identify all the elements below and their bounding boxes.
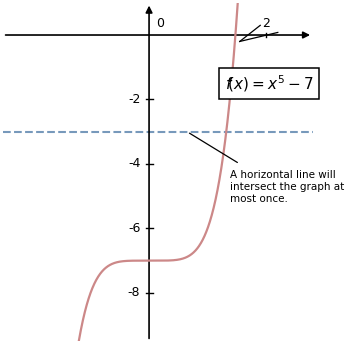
Text: -6: -6 [128,222,140,235]
Text: -4: -4 [128,158,140,170]
Text: 0: 0 [156,17,164,30]
Text: 2: 2 [262,17,270,30]
Text: -2: -2 [128,93,140,106]
Text: -8: -8 [128,286,140,299]
Text: $f\!\left(x\right)=x^{5}-7$: $f\!\left(x\right)=x^{5}-7$ [225,73,313,94]
Text: A horizontal line will
intersect the graph at
most once.: A horizontal line will intersect the gra… [230,170,344,204]
